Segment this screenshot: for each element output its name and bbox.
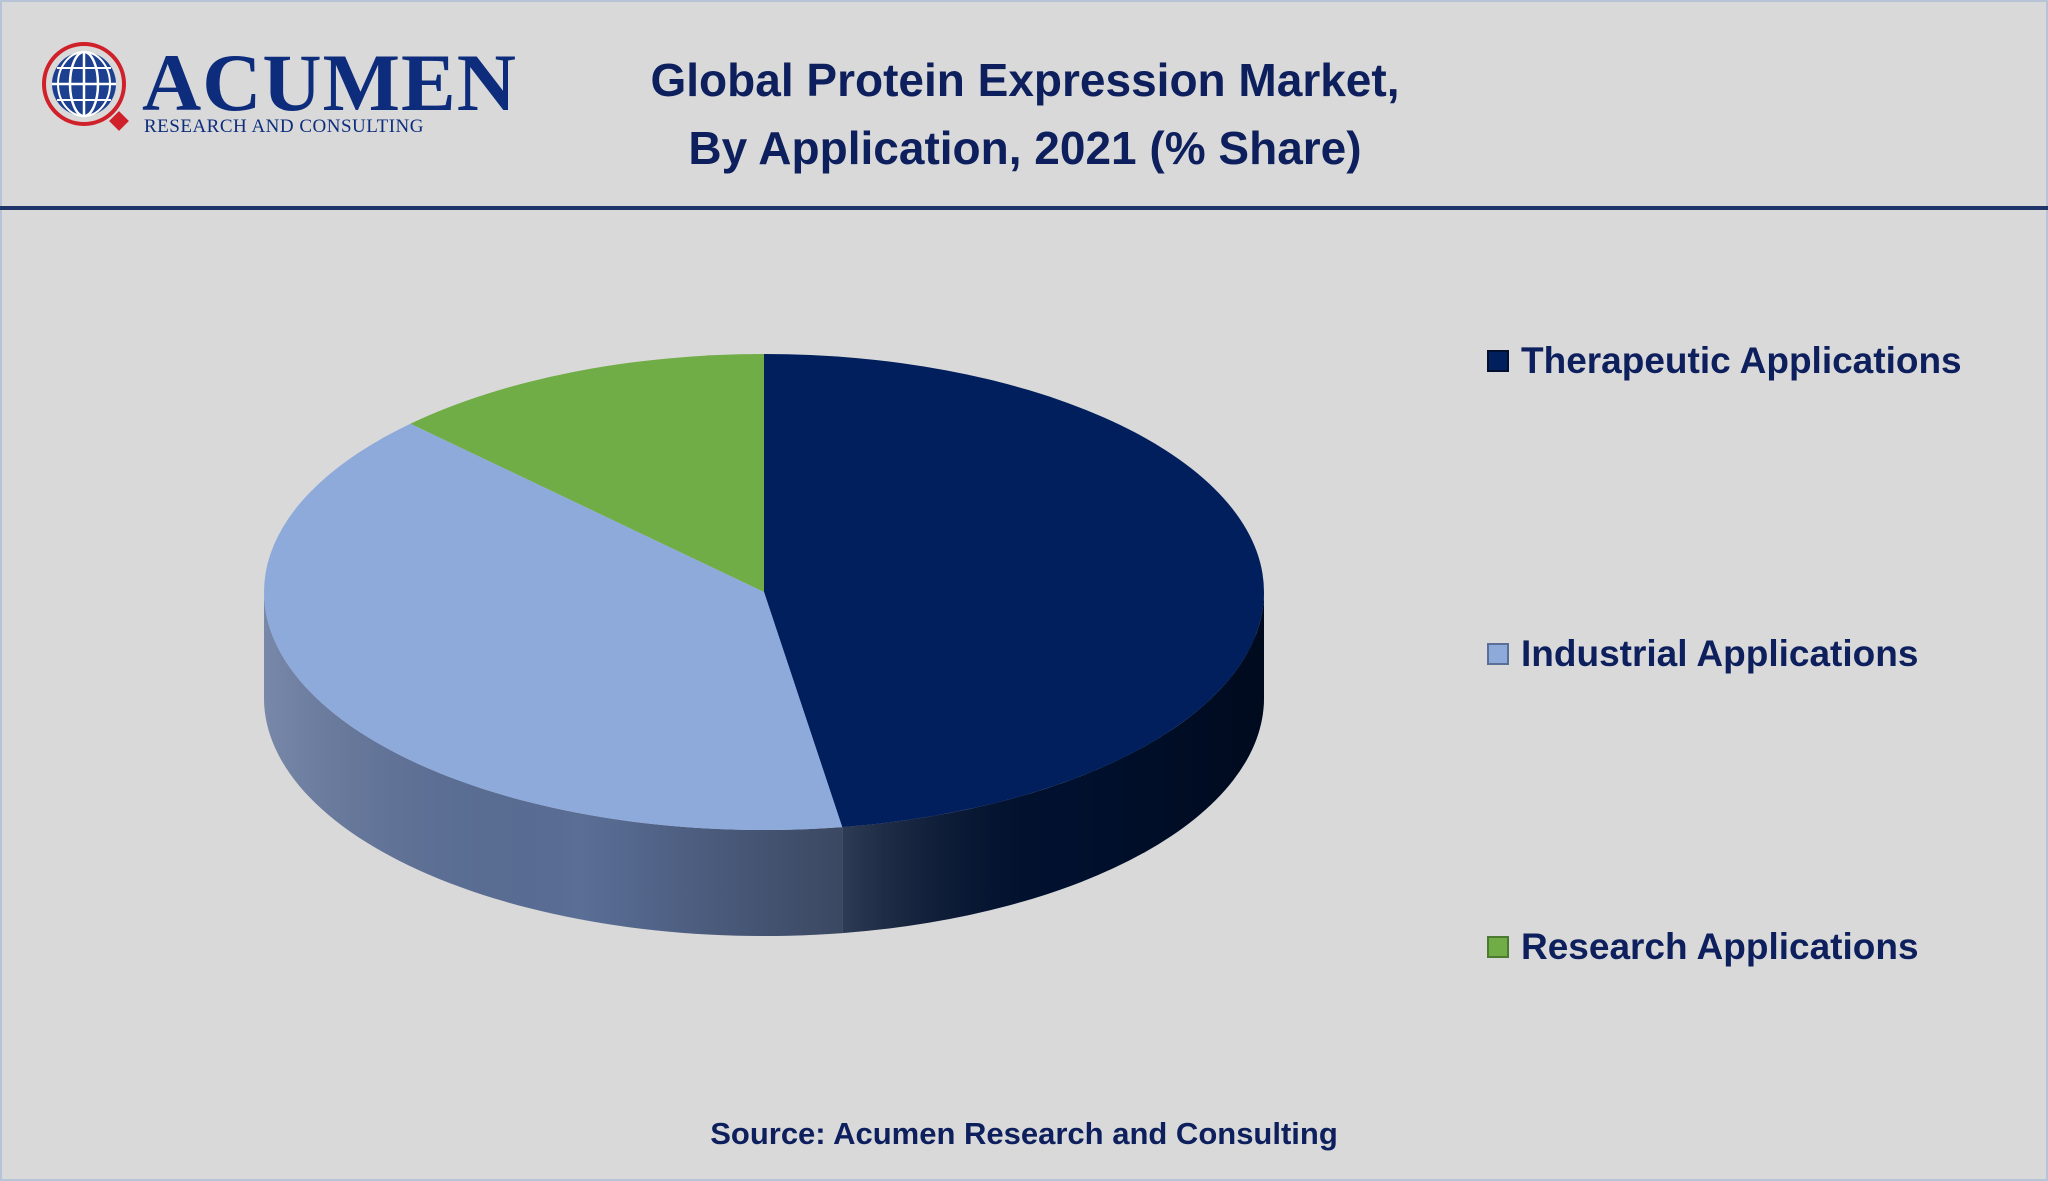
source-note: Source: Acumen Research and Consulting bbox=[710, 1116, 1338, 1151]
header-divider bbox=[0, 206, 2048, 210]
acumen-logo: ACUMEN RESEARCH AND CONSULTING bbox=[36, 34, 516, 144]
chart-title-line-2: By Application, 2021 (% Share) bbox=[688, 122, 1362, 174]
pie-slice-therapeutic-applications bbox=[764, 354, 1265, 828]
logo-tagline: RESEARCH AND CONSULTING bbox=[144, 116, 424, 137]
legend-label: Industrial Applications bbox=[1521, 633, 1919, 674]
chart-title: Global Protein Expression Market, By App… bbox=[470, 46, 1580, 182]
legend-item-research-applications: Research Applications bbox=[1487, 926, 1919, 968]
legend-swatch bbox=[1487, 936, 1509, 958]
legend-swatch bbox=[1487, 643, 1509, 665]
pie-slice-research-applications bbox=[410, 354, 764, 592]
legend-item-industrial-applications: Industrial Applications bbox=[1487, 633, 1918, 675]
pie-side-shade-industrial-applications bbox=[264, 592, 843, 936]
legend-label: Research Applications bbox=[1521, 926, 1919, 967]
legend-item-therapeutic-applications: Therapeutic Applications bbox=[1487, 340, 1962, 382]
legend-swatch bbox=[1487, 350, 1509, 372]
legend-label: Therapeutic Applications bbox=[1521, 340, 1962, 381]
globe-icon bbox=[42, 42, 129, 131]
pie-slice-industrial-applications bbox=[263, 423, 843, 831]
logo-wordmark: ACUMEN bbox=[142, 37, 517, 128]
pie-side-shade-therapeutic-applications bbox=[842, 592, 1264, 934]
chart-title-line-1: Global Protein Expression Market, bbox=[650, 54, 1400, 106]
